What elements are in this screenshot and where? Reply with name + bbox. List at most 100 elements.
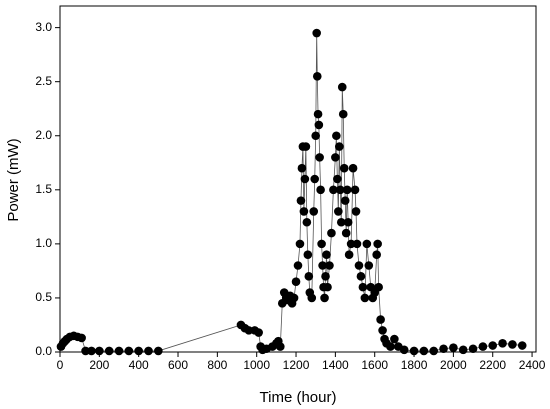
data-point: [335, 142, 344, 151]
data-point: [386, 342, 395, 351]
data-point: [352, 239, 362, 249]
data-point: [409, 346, 419, 356]
data-point: [390, 334, 399, 344]
data-point: [341, 228, 351, 238]
x-tick-label: 1800: [401, 358, 428, 372]
data-point: [335, 185, 345, 195]
plot-frame: [59, 5, 537, 353]
data-point: [312, 28, 321, 38]
data-point: [333, 174, 342, 184]
data-point: [331, 153, 340, 162]
data-point: [327, 228, 336, 238]
data-point: [310, 174, 320, 184]
data-point: [478, 342, 488, 351]
data-point: [343, 217, 353, 227]
data-point: [508, 340, 517, 349]
x-tick-label: 1400: [322, 358, 349, 372]
data-point: [307, 293, 317, 303]
x-tick-label: 1200: [283, 358, 310, 372]
data-point: [289, 293, 299, 303]
data-point: [323, 282, 332, 292]
data-point: [364, 261, 374, 270]
data-point: [358, 282, 368, 292]
data-point: [302, 217, 312, 227]
data-point: [104, 346, 114, 356]
data-point: [318, 261, 327, 270]
x-tick-label: 2200: [479, 358, 506, 372]
data-point: [77, 333, 86, 343]
data-point: [449, 343, 458, 352]
data-point: [378, 326, 387, 335]
data-point: [301, 142, 311, 151]
x-tick-label: 800: [207, 358, 227, 372]
data-point: [429, 346, 439, 356]
data-point: [399, 345, 409, 355]
data-point: [291, 277, 301, 287]
y-tick-label: 3.0: [35, 20, 52, 34]
data-point: [374, 282, 383, 292]
data-point: [295, 239, 305, 249]
x-axis-title: Time (hour): [260, 389, 337, 406]
data-point: [300, 174, 310, 184]
data-point: [342, 185, 352, 195]
data-point: [296, 196, 306, 205]
x-tick-label: 1000: [243, 358, 270, 372]
data-point: [134, 346, 143, 356]
data-point: [325, 261, 334, 270]
data-point: [356, 272, 366, 281]
data-point: [337, 82, 347, 92]
data-point: [346, 239, 356, 249]
data-point: [468, 344, 478, 354]
y-tick-label: 2.5: [35, 74, 52, 88]
data-point: [350, 185, 360, 195]
data-point: [348, 163, 358, 173]
data-point: [354, 261, 364, 270]
y-axis-title: Power (mW): [5, 138, 22, 221]
data-point: [154, 346, 163, 356]
data-point: [316, 185, 325, 195]
data-point: [517, 341, 527, 350]
data-point: [332, 131, 341, 141]
data-point: [351, 207, 361, 216]
data-point: [498, 339, 507, 348]
data-point: [376, 315, 385, 324]
y-tick-label: 2.0: [35, 128, 52, 142]
data-point: [317, 239, 326, 249]
data-point: [339, 163, 349, 173]
data-point: [488, 341, 498, 350]
data-point: [244, 326, 254, 335]
y-tick-label: 0.0: [35, 344, 52, 358]
data-point: [275, 342, 285, 351]
data-point: [313, 109, 323, 119]
data-point: [458, 345, 468, 355]
data-point: [360, 293, 370, 303]
data-point: [124, 346, 134, 356]
y-tick-label: 1.5: [35, 182, 52, 196]
data-point: [312, 71, 322, 81]
data-point: [309, 207, 319, 216]
data-point: [297, 163, 307, 173]
data-point: [87, 346, 96, 356]
data-point: [322, 250, 331, 259]
data-point: [144, 346, 153, 356]
data-point: [314, 120, 324, 130]
data-point: [320, 293, 329, 303]
data-point: [254, 328, 263, 337]
data-point: [334, 207, 343, 216]
data-point: [321, 272, 330, 281]
data-point: [340, 196, 350, 205]
y-tick-label: 1.0: [35, 236, 52, 250]
x-tick-label: 2400: [519, 358, 546, 372]
data-point: [315, 153, 324, 162]
data-point: [114, 346, 124, 356]
data-point: [303, 250, 313, 259]
data-point: [439, 344, 448, 354]
data-point: [299, 207, 309, 216]
data-point: [81, 346, 90, 356]
data-point: [362, 239, 372, 249]
data-point: [311, 131, 321, 141]
data-point: [329, 185, 338, 195]
data-point: [293, 261, 303, 270]
data-point: [95, 346, 104, 356]
